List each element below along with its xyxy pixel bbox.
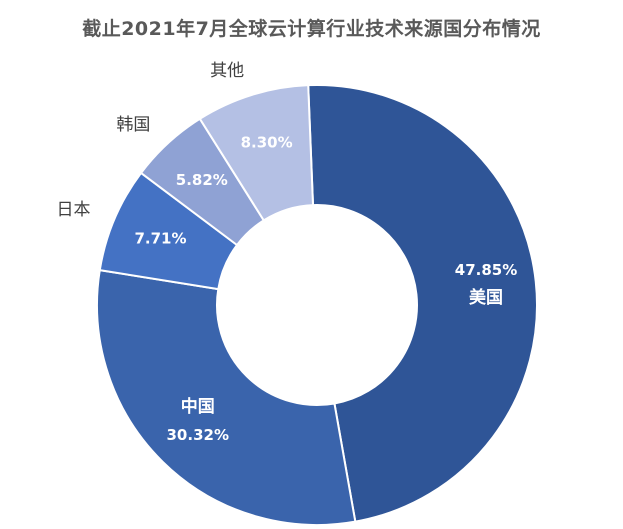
slice-1 [96, 268, 357, 526]
value-label-3: 5.82% [176, 171, 228, 189]
category-label-2: 日本 [57, 200, 91, 220]
category-label-1: 中国 [181, 396, 215, 417]
slice-4 [198, 84, 315, 222]
category-label-3: 韩国 [116, 115, 150, 135]
category-label-4: 其他 [210, 61, 244, 81]
value-label-4: 8.30% [241, 134, 293, 152]
category-label-0: 美国 [469, 287, 503, 308]
slice-0 [307, 84, 538, 523]
chart-title: 截止2021年7月全球云计算行业技术来源国分布情况 [82, 18, 541, 40]
value-label-0: 47.85% [455, 261, 517, 279]
value-label-1: 30.32% [167, 426, 229, 444]
value-label-2: 7.71% [134, 230, 186, 248]
